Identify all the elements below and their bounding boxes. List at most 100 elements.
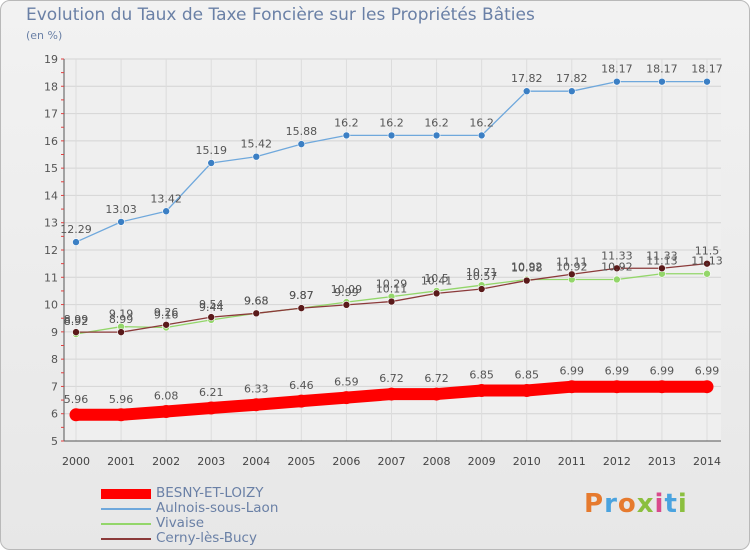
data-point-besny (204, 401, 218, 415)
data-point-aulnois (567, 87, 576, 95)
data-point-aulnois (342, 131, 351, 140)
data-label-vivaise: 11.13 (646, 255, 678, 268)
data-point-cerny (567, 270, 576, 279)
data-point-besny (385, 387, 398, 401)
y-tick-label: 16 (44, 135, 58, 148)
data-point-aulnois (297, 140, 306, 148)
data-label-aulnois: 16.2 (424, 116, 449, 129)
legend-swatch-cerny (101, 537, 151, 540)
data-label-vivaise: 10.92 (601, 260, 633, 273)
legend-item-cerny: Cerny-lès-Bucy (101, 531, 278, 546)
data-label-vivaise: 10.92 (511, 260, 543, 273)
data-label-aulnois: 17.82 (511, 72, 543, 85)
data-label-besny: 5.96 (64, 393, 89, 406)
data-label-vivaise: 9.16 (154, 308, 179, 321)
data-label-aulnois: 18.17 (601, 63, 633, 76)
data-label-besny: 6.08 (154, 390, 179, 403)
data-label-vivaise: 10.71 (466, 266, 498, 279)
y-tick-label: 14 (44, 189, 58, 202)
x-tick-label: 2002 (152, 455, 180, 468)
data-label-cerny: 11.11 (556, 255, 588, 268)
data-label-vivaise: 10.5 (424, 272, 449, 285)
data-point-aulnois (117, 218, 125, 226)
data-point-aulnois (252, 152, 261, 161)
data-label-aulnois: 15.42 (241, 138, 273, 151)
data-point-besny (430, 387, 444, 401)
proxiti-logo: Proxiti (584, 489, 688, 519)
data-point-vivaise (703, 269, 711, 278)
data-point-besny (700, 380, 714, 394)
legend-item-aulnois: Aulnois-sous-Laon (101, 501, 278, 516)
x-tick-label: 2001 (107, 455, 135, 468)
data-label-besny: 6.99 (560, 365, 585, 378)
data-label-vivaise: 9.68 (244, 294, 269, 307)
data-label-besny: 6.85 (469, 369, 494, 382)
y-tick-label: 19 (44, 53, 58, 66)
data-label-cerny: 9.68 (244, 294, 269, 307)
data-point-cerny (342, 301, 351, 309)
data-point-aulnois (207, 159, 216, 167)
y-tick-label: 9 (51, 326, 58, 339)
data-point-aulnois (162, 207, 170, 216)
data-point-besny (69, 408, 83, 422)
data-point-aulnois (703, 77, 711, 86)
x-tick-label: 2006 (332, 455, 360, 468)
data-point-besny (565, 380, 579, 394)
data-label-aulnois: 18.17 (646, 63, 678, 76)
legend-item-vivaise: Vivaise (101, 516, 278, 531)
chart-subtitle: (en %) (26, 29, 63, 42)
data-label-aulnois: 15.19 (195, 144, 227, 157)
y-tick-label: 7 (51, 380, 58, 393)
data-label-cerny: 9.54 (199, 298, 224, 311)
logo-letter: i (654, 489, 665, 519)
data-label-besny: 6.72 (424, 372, 449, 385)
x-tick-label: 2010 (513, 455, 541, 468)
data-point-besny (249, 398, 263, 412)
data-label-cerny: 11.33 (601, 249, 633, 262)
y-tick-label: 8 (51, 353, 58, 366)
data-label-cerny: 10.57 (466, 270, 498, 283)
y-tick-label: 10 (44, 299, 58, 312)
data-label-aulnois: 17.82 (556, 72, 588, 85)
chart-legend: BESNY-ET-LOIZY Aulnois-sous-Laon Vivaise… (101, 486, 278, 546)
legend-item-besny: BESNY-ET-LOIZY (101, 486, 278, 501)
data-label-besny: 6.33 (244, 383, 269, 396)
data-point-besny (520, 384, 534, 398)
x-tick-label: 2009 (468, 455, 496, 468)
data-label-cerny: 8.99 (109, 313, 134, 326)
y-tick-label: 15 (44, 162, 58, 175)
data-point-aulnois (613, 77, 621, 86)
data-point-cerny (297, 304, 306, 312)
data-label-cerny: 11.5 (695, 245, 720, 258)
data-point-vivaise (613, 275, 621, 284)
data-label-besny: 6.21 (199, 386, 224, 399)
data-label-vivaise: 9.44 (199, 301, 224, 314)
legend-label: Aulnois-sous-Laon (156, 500, 279, 516)
y-tick-label: 13 (44, 217, 58, 230)
data-label-aulnois: 18.17 (691, 63, 723, 76)
y-tick-label: 6 (51, 408, 58, 421)
data-point-cerny (477, 285, 486, 293)
y-tick-label: 17 (44, 108, 58, 121)
data-label-vivaise: 8.92 (64, 315, 89, 328)
data-label-aulnois: 16.2 (379, 116, 404, 129)
logo-letter: P (584, 489, 605, 519)
x-tick-label: 2014 (693, 455, 721, 468)
data-point-aulnois (477, 131, 486, 140)
data-point-cerny (703, 259, 711, 268)
data-label-aulnois: 12.29 (60, 223, 92, 236)
x-tick-label: 2005 (287, 455, 315, 468)
data-label-vivaise: 10.29 (376, 278, 408, 291)
data-point-besny (610, 380, 624, 394)
data-point-cerny (522, 276, 531, 285)
data-label-cerny: 9.87 (289, 289, 314, 302)
data-label-vivaise: 11.13 (691, 255, 723, 268)
data-label-besny: 6.99 (605, 365, 630, 378)
data-label-vivaise: 9.19 (109, 308, 134, 321)
data-label-besny: 6.99 (695, 365, 720, 378)
data-label-vivaise: 10.92 (556, 260, 588, 273)
data-label-besny: 6.59 (334, 376, 359, 389)
legend-swatch-besny (101, 488, 151, 499)
